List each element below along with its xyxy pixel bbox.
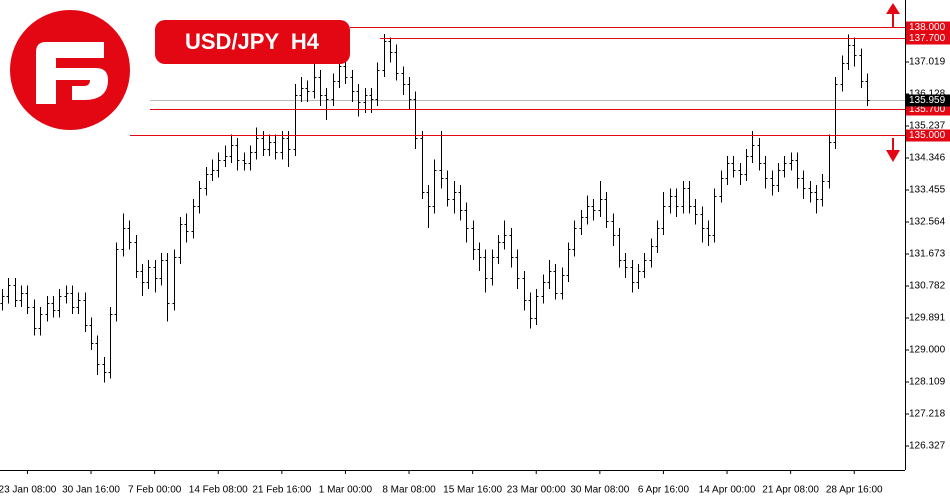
current-price-label: 135.959 — [909, 95, 946, 106]
x-tick-label: 1 Mar 00:00 — [319, 485, 373, 496]
chart-title: USD/JPY H4 — [185, 29, 320, 54]
arrow-down-head — [886, 150, 900, 162]
y-tick-label: 128.109 — [909, 377, 946, 388]
x-tick-label: 14 Feb 08:00 — [189, 485, 248, 496]
x-tick-label: 8 Mar 08:00 — [382, 485, 436, 496]
y-tick-label: 135.237 — [909, 121, 946, 132]
current-price-badge — [906, 94, 950, 107]
y-tick-label: 133.455 — [909, 185, 946, 196]
x-tick-label: 30 Mar 08:00 — [570, 485, 629, 496]
y-tick-label: 129.891 — [909, 313, 946, 324]
y-tick-label: 131.673 — [909, 249, 946, 260]
x-tick-label: 21 Feb 16:00 — [252, 485, 311, 496]
y-tick-label: 132.564 — [909, 217, 946, 228]
x-tick-label: 6 Apr 16:00 — [638, 485, 690, 496]
y-tick-label: 130.782 — [909, 281, 946, 292]
level-label: 138.000 — [909, 22, 946, 33]
logo — [10, 10, 130, 130]
x-tick-label: 28 Apr 16:00 — [826, 485, 883, 496]
y-tick-label: 136.128 — [909, 89, 946, 100]
x-tick-label: 21 Apr 08:00 — [762, 485, 819, 496]
arrows — [886, 3, 900, 162]
level-label: 135.700 — [909, 104, 946, 115]
level-label: 137.700 — [909, 33, 946, 44]
y-tick-label: 129.000 — [909, 345, 946, 356]
arrow-up-head — [886, 3, 900, 14]
x-tick-label: 30 Jan 16:00 — [62, 485, 120, 496]
level-label: 135.000 — [909, 130, 946, 141]
y-tick-label: 126.327 — [909, 441, 946, 452]
x-tick-label: 15 Mar 16:00 — [443, 485, 502, 496]
x-tick-label: 7 Feb 00:00 — [128, 485, 182, 496]
title-badge — [155, 20, 350, 64]
x-tick-label: 23 Mar 00:00 — [507, 485, 566, 496]
level-badge — [906, 21, 950, 34]
y-tick-label: 127.218 — [909, 409, 946, 420]
logo-glyph — [36, 42, 108, 104]
x-tick-label: 14 Apr 00:00 — [699, 485, 756, 496]
y-tick-label: 137.019 — [909, 57, 946, 68]
level-badge — [906, 32, 950, 45]
y-tick-label: 134.346 — [909, 153, 946, 164]
plot — [0, 33, 905, 383]
level-badge — [906, 129, 950, 142]
x-tick-label: 23 Jan 08:00 — [0, 485, 57, 496]
